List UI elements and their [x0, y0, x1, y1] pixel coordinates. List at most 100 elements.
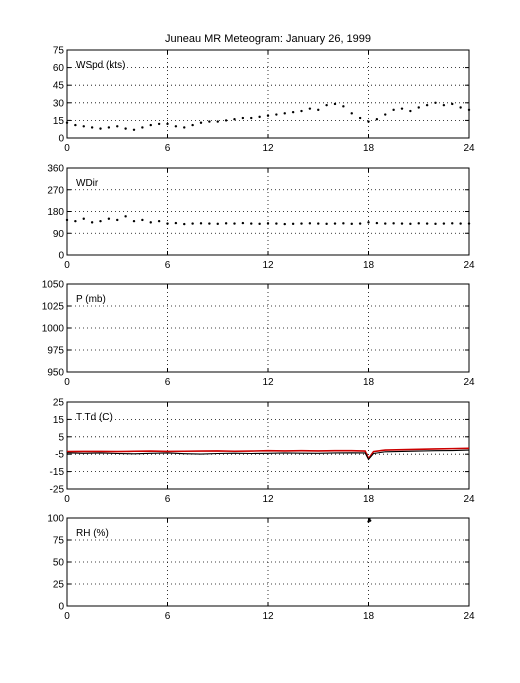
data-point — [82, 125, 85, 128]
y-tick-label: 25 — [53, 580, 65, 591]
y-tick-label: 180 — [47, 207, 64, 218]
data-point — [451, 102, 454, 106]
data-point — [157, 219, 161, 223]
data-point — [258, 222, 261, 226]
data-point — [308, 107, 312, 110]
data-point — [65, 218, 69, 222]
data-point — [425, 222, 429, 225]
x-tick-label: 12 — [262, 143, 274, 154]
data-point — [116, 125, 119, 128]
data-point — [425, 103, 429, 107]
data-point — [367, 120, 370, 123]
x-tick-label: 0 — [64, 260, 70, 271]
data-point — [467, 108, 471, 112]
data-point — [191, 123, 194, 127]
data-point — [82, 217, 85, 220]
panel-label-wspd: WSpd (kts) — [76, 60, 125, 71]
y-tick-label: 975 — [47, 346, 64, 357]
data-point — [400, 222, 404, 225]
data-point — [216, 222, 219, 226]
data-point — [333, 222, 337, 225]
data-point — [166, 122, 169, 126]
data-point — [74, 219, 77, 223]
data-point — [384, 113, 387, 116]
x-tick-label: 12 — [262, 260, 274, 271]
data-point — [90, 126, 94, 129]
data-point — [65, 121, 69, 124]
data-point — [241, 116, 245, 120]
x-tick-label: 0 — [64, 377, 70, 388]
data-point — [208, 222, 211, 225]
data-point — [250, 116, 253, 120]
data-point — [368, 519, 372, 522]
x-tick-label: 6 — [165, 143, 171, 154]
data-point — [300, 109, 303, 113]
data-point — [342, 105, 345, 108]
data-point — [291, 222, 295, 226]
y-tick-label: 360 — [47, 164, 64, 175]
data-point — [74, 123, 77, 127]
figure-title: Juneau MR Meteogram: January 26, 1999 — [165, 33, 371, 45]
data-point — [275, 222, 278, 225]
data-point — [132, 128, 136, 131]
panel-label-temp-dewpoint: T Td (C) — [76, 412, 113, 423]
x-tick-label: 6 — [165, 377, 171, 388]
data-point — [132, 219, 136, 223]
y-tick-label: 15 — [53, 415, 65, 426]
x-tick-label: 6 — [165, 611, 171, 622]
y-tick-label: 75 — [53, 46, 65, 57]
y-tick-label: 50 — [53, 558, 65, 569]
data-point — [384, 222, 387, 225]
data-point — [149, 221, 152, 224]
panel-pressure: 0 6 12 18 24 950 975 1000 1025 1050 P (mb) — [42, 280, 475, 389]
x-tick-label: 24 — [463, 260, 475, 271]
data-point — [333, 102, 337, 106]
data-point — [107, 126, 111, 129]
data-point — [283, 112, 286, 115]
y-tick-label: -5 — [55, 450, 64, 461]
x-tick-label: 12 — [262, 494, 274, 505]
y-tick-label: -25 — [50, 485, 65, 496]
panel-label-rh: RH (%) — [76, 528, 109, 539]
data-point — [350, 112, 353, 115]
data-point — [99, 127, 102, 130]
data-point — [451, 222, 454, 225]
data-point — [233, 222, 236, 225]
data-point — [124, 127, 127, 130]
x-tick-label: 18 — [363, 260, 375, 271]
data-point — [258, 115, 261, 119]
data-point — [174, 125, 178, 128]
panel-wspd: 0 6 12 18 24 0 15 30 45 60 75 WSpd (kts) — [53, 46, 475, 155]
data-point — [392, 222, 395, 225]
data-point — [208, 120, 211, 123]
data-point — [116, 218, 119, 222]
y-tick-label: 30 — [53, 98, 65, 109]
data-point — [358, 222, 362, 225]
y-tick-label: -15 — [50, 467, 65, 478]
data-point — [99, 219, 102, 223]
data-point — [442, 103, 446, 107]
x-tick-label: 0 — [64, 494, 70, 505]
data-point — [149, 123, 152, 127]
data-point — [124, 215, 127, 218]
x-tick-label: 24 — [463, 377, 475, 388]
data-point — [233, 118, 236, 121]
data-point — [241, 221, 245, 225]
data-point — [266, 114, 270, 117]
data-point — [317, 222, 320, 225]
x-tick-label: 18 — [363, 377, 375, 388]
x-tick-label: 6 — [165, 260, 171, 271]
plot-frame — [66, 401, 470, 490]
data-point — [434, 222, 437, 226]
data-point — [358, 116, 362, 120]
data-point — [250, 222, 253, 225]
x-tick-label: 0 — [64, 611, 70, 622]
y-tick-label: 0 — [58, 602, 64, 613]
panel-rh: 0 6 12 18 24 0 25 50 75 100 RH (%) — [47, 514, 475, 623]
x-tick-label: 24 — [463, 143, 475, 154]
x-tick-label: 24 — [463, 611, 475, 622]
data-point — [166, 222, 169, 225]
y-tick-label: 90 — [53, 229, 65, 240]
y-tick-label: 950 — [47, 368, 64, 379]
